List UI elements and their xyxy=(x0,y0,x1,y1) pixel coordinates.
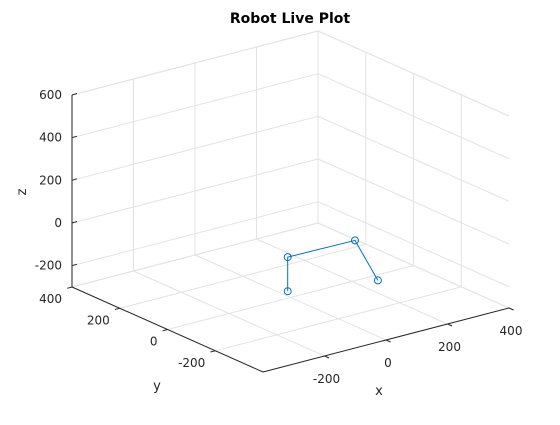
y-tick-label: 0 xyxy=(150,335,158,349)
back-wall-grid-z-line xyxy=(71,73,319,139)
y-tick-label: -200 xyxy=(178,356,205,370)
z-tick-label: 0 xyxy=(54,216,62,230)
chart-title: Robot Live Plot xyxy=(230,11,350,27)
box-edge xyxy=(317,30,510,117)
grid-lines xyxy=(71,30,510,357)
x-tick-mark xyxy=(447,323,453,327)
back-wall-grid-z-line xyxy=(71,158,319,224)
back-wall-grid-z-line xyxy=(71,201,319,267)
y-tick-label: 400 xyxy=(39,292,62,306)
z-tick-mark xyxy=(71,135,78,139)
data-series xyxy=(283,236,382,296)
axis-lines xyxy=(67,93,514,373)
y-axis-label: y xyxy=(153,379,161,394)
z-tick-mark xyxy=(71,221,78,224)
data-point-marker xyxy=(351,236,359,245)
floor-grid-y-line xyxy=(215,286,462,352)
x-axis-label: x xyxy=(375,384,383,399)
z-tick-mark xyxy=(71,178,78,181)
y-tick-label: 200 xyxy=(87,313,110,327)
x-tick-label: 400 xyxy=(500,324,523,338)
floor-grid-y-line xyxy=(167,265,414,330)
z-tick-label: -200 xyxy=(35,259,62,273)
z-tick-mark xyxy=(71,263,78,267)
side-wall-grid-z-line xyxy=(317,73,510,160)
box-edge xyxy=(317,222,510,309)
data-point-marker xyxy=(373,276,382,285)
x-tick-label: 200 xyxy=(438,340,461,354)
x-tick-label: 0 xyxy=(384,356,392,370)
data-point-marker xyxy=(283,287,292,296)
z-tick-mark xyxy=(71,93,78,96)
back-wall-grid-z-line xyxy=(71,115,319,181)
y-tick-mark xyxy=(210,350,216,353)
side-wall-grid-z-line xyxy=(317,115,510,202)
tick-labels: -200 0 200 400 -200 0 200 400 -200 0 200 400 600 xyxy=(35,88,523,386)
x-tick-mark xyxy=(385,339,391,343)
data-point-marker xyxy=(283,253,292,262)
y-tick-mark xyxy=(114,307,120,310)
z-tick-label: 400 xyxy=(39,131,62,145)
z-axis-label: z xyxy=(15,188,30,195)
x-tick-mark xyxy=(508,307,514,311)
floor-grid-y-line xyxy=(119,243,366,309)
z-tick-label: 600 xyxy=(39,88,62,102)
side-wall-grid-z-line xyxy=(317,158,510,245)
x-tick-mark xyxy=(324,355,330,359)
y-tick-mark xyxy=(162,329,168,332)
y-tick-mark xyxy=(67,286,73,289)
side-wall-grid-z-line xyxy=(317,201,510,288)
z-tick-label: 200 xyxy=(39,173,62,187)
series-line xyxy=(287,239,379,292)
box-edge xyxy=(71,222,319,288)
box-edge xyxy=(71,30,319,96)
x-tick-label: -200 xyxy=(313,372,340,386)
